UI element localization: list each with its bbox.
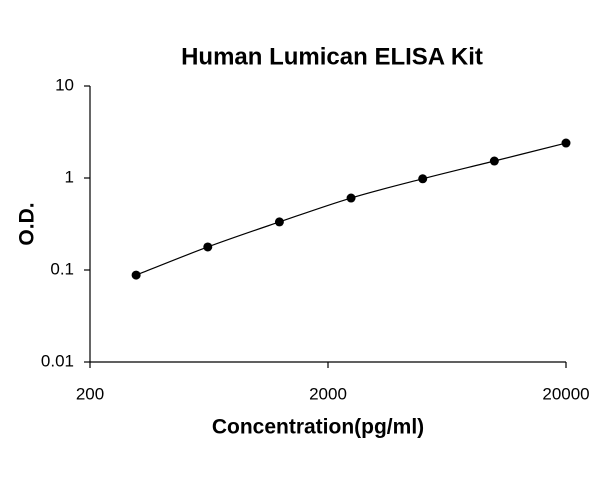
data-point	[131, 270, 141, 280]
y-tick-label: 0.01	[41, 351, 74, 370]
data-point	[489, 156, 499, 166]
data-point	[203, 242, 213, 252]
fit-curve	[135, 142, 567, 276]
x-tick-label: 200	[76, 384, 104, 403]
data-point	[274, 217, 284, 227]
y-tick-label: 10	[55, 75, 74, 94]
chart-title: Human Lumican ELISA Kit	[181, 43, 483, 70]
data-point	[561, 138, 571, 148]
y-axis-title: O.D.	[16, 202, 39, 245]
data-point	[418, 174, 428, 184]
data-point	[346, 193, 356, 203]
x-tick-label: 20000	[542, 384, 589, 403]
x-tick-label: 2000	[309, 384, 347, 403]
x-axis-title: Concentration(pg/ml)	[212, 416, 424, 439]
y-tick-label: 1	[65, 167, 74, 186]
y-tick-label: 0.1	[50, 259, 74, 278]
